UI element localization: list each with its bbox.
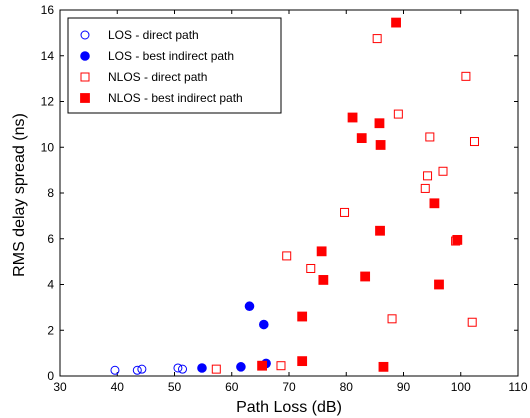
nlos-best-indirect-path-point xyxy=(318,275,329,285)
y-tick-label: 6 xyxy=(47,232,54,246)
x-tick-label: 110 xyxy=(508,380,527,394)
los-best-indirect-path-point xyxy=(244,301,255,312)
nlos-direct-path-point xyxy=(306,263,316,273)
nlos-best-indirect-path-point xyxy=(297,311,308,322)
y-tick-label: 14 xyxy=(41,49,55,63)
x-tick-label: 60 xyxy=(225,380,239,394)
x-tick-label: 90 xyxy=(397,380,411,394)
x-axis-title: Path Loss (dB) xyxy=(236,399,342,416)
nlos-direct-path-point xyxy=(461,71,471,81)
nlos-direct-path-point xyxy=(387,314,397,324)
los-best-indirect-path-point xyxy=(197,363,207,373)
los-direct-path-point xyxy=(110,365,120,375)
legend-marker-los-direct-path xyxy=(80,30,90,40)
nlos-direct-path-point xyxy=(393,109,403,119)
y-axis-title: RMS delay spread (ns) xyxy=(11,113,28,277)
nlos-best-indirect-path-point xyxy=(378,361,389,372)
nlos-direct-path-point xyxy=(438,166,448,176)
legend-marker-los-best-indirect-path xyxy=(80,51,90,61)
data-marks xyxy=(110,17,479,375)
nlos-best-indirect-path-point xyxy=(360,271,371,282)
nlos-direct-path-point xyxy=(425,132,435,142)
nlos-direct-path-point xyxy=(211,364,221,374)
nlos-best-indirect-path-point xyxy=(297,356,308,367)
nlos-best-indirect-path-point xyxy=(374,118,385,129)
nlos-best-indirect-path-point xyxy=(375,225,385,236)
nlos-direct-path-point xyxy=(276,361,286,371)
y-tick-label: 8 xyxy=(47,186,54,200)
x-tick-label: 100 xyxy=(451,380,471,394)
nlos-best-indirect-path-point xyxy=(391,17,401,28)
nlos-direct-path-point xyxy=(340,207,350,217)
nlos-direct-path-point xyxy=(372,34,382,44)
nlos-best-indirect-path-point xyxy=(356,133,367,143)
nlos-best-indirect-path-point xyxy=(347,112,358,123)
nlos-direct-path-point xyxy=(420,183,430,193)
x-tick-label: 80 xyxy=(340,380,354,394)
legend-label-nlos-direct-path: NLOS - direct path xyxy=(108,70,207,84)
nlos-direct-path-point xyxy=(282,251,292,261)
y-tick-label: 2 xyxy=(47,323,54,337)
axes: 30 40 50 60 70 80 90 100 110 0 2 4 6 8 10 12 14 16 xyxy=(41,3,528,394)
x-tick-label: 70 xyxy=(282,380,296,394)
x-tick-label: 30 xyxy=(53,380,67,394)
los-direct-path-point xyxy=(137,364,147,374)
y-tick-label: 4 xyxy=(47,278,54,292)
y-tick-label: 12 xyxy=(41,95,55,109)
nlos-direct-path-point xyxy=(469,137,479,147)
nlos-direct-path-point xyxy=(467,317,477,327)
legend-marker-nlos-direct-path xyxy=(80,72,90,82)
nlos-best-indirect-path-point xyxy=(257,360,267,371)
nlos-best-indirect-path-point xyxy=(452,234,463,245)
los-best-indirect-path-point xyxy=(259,319,269,330)
los-direct-path-point xyxy=(173,363,183,373)
y-tick-label: 16 xyxy=(41,3,55,17)
y-tick-label: 0 xyxy=(47,369,54,383)
nlos-direct-path-point xyxy=(423,171,433,181)
nlos-best-indirect-path-point xyxy=(434,279,444,290)
x-tick-label: 50 xyxy=(168,380,182,394)
x-tick-label: 40 xyxy=(111,380,125,394)
legend-label-nlos-best-indirect-path: NLOS - best indirect path xyxy=(108,91,243,105)
nlos-best-indirect-path-point xyxy=(375,140,386,150)
legend-label-los-best-indirect-path: LOS - best indirect path xyxy=(108,49,234,63)
y-tick-label: 10 xyxy=(41,140,55,154)
nlos-best-indirect-path-point xyxy=(429,198,440,209)
legend: LOS - direct path LOS - best indirect pat… xyxy=(67,17,282,114)
los-direct-path-point xyxy=(132,365,142,375)
legend-label-los-direct-path: LOS - direct path xyxy=(108,28,199,42)
legend-box xyxy=(67,17,282,114)
legend-marker-nlos-best-indirect-path xyxy=(80,93,90,103)
nlos-best-indirect-path-point xyxy=(316,246,327,257)
los-direct-path-point xyxy=(178,364,188,374)
los-best-indirect-path-point xyxy=(236,362,246,372)
